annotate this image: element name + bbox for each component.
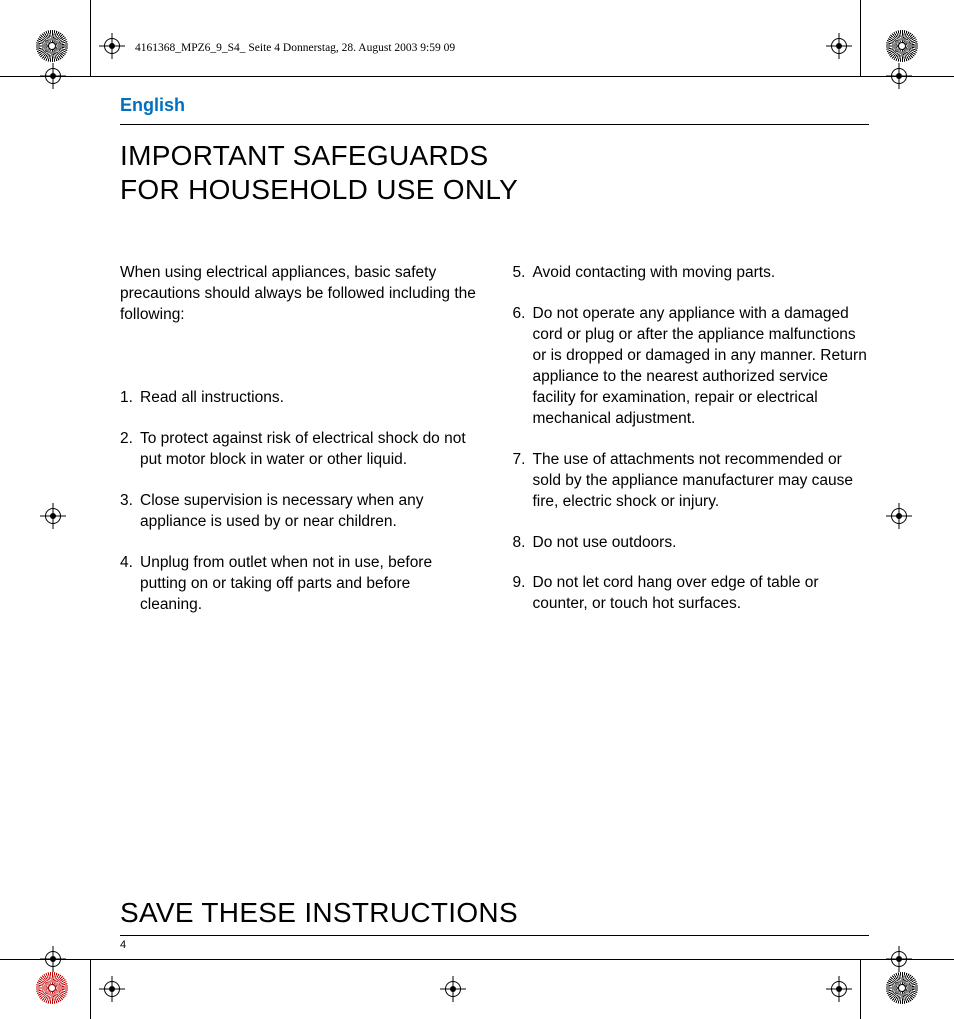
list-item: 9.Do not let cord hang over edge of tabl…: [513, 573, 870, 615]
crop-line-top: [0, 76, 954, 77]
list-item: 6.Do not operate any appliance with a da…: [513, 304, 870, 430]
item-number: 1.: [120, 388, 140, 409]
body-columns: When using electrical appliances, basic …: [120, 263, 869, 635]
item-text: Do not operate any appliance with a dama…: [533, 304, 870, 430]
list-item: 4.Unplug from outlet when not in use, be…: [120, 553, 477, 616]
crop-line-right: [860, 0, 861, 76]
rule-under-save: [120, 935, 869, 936]
regmark-bottom-right: [826, 976, 852, 1002]
printer-burst-top-right: [886, 30, 918, 62]
item-text: Unplug from outlet when not in use, befo…: [140, 553, 477, 616]
item-text: Do not let cord hang over edge of table …: [533, 573, 870, 615]
item-text: The use of attachments not recom­mended …: [533, 450, 870, 513]
regmark-bottom-left: [99, 976, 125, 1002]
page-title: IMPORTANT SAFEGUARDS FOR HOUSEHOLD USE O…: [120, 139, 869, 207]
regmark-top-left: [99, 33, 125, 59]
printer-burst-top-left: [36, 30, 68, 62]
crop-line-left2: [90, 959, 91, 1019]
save-title: SAVE THESE INSTRUCTIONS: [120, 897, 869, 935]
item-text: Do not use outdoors.: [533, 533, 870, 554]
regmark-right-bot: [886, 946, 912, 972]
regmark-left-bot: [40, 946, 66, 972]
item-number: 2.: [120, 429, 140, 471]
regmark-right-top: [886, 63, 912, 89]
list-item: 1.Read all instructions.: [120, 388, 477, 409]
rule-under-language: [120, 124, 869, 125]
item-number: 9.: [513, 573, 533, 615]
item-number: 8.: [513, 533, 533, 554]
item-text: Avoid contacting with moving parts.: [533, 263, 870, 284]
crop-line-bottom: [0, 959, 954, 960]
regmark-bottom-mid: [440, 976, 466, 1002]
language-label: English: [120, 95, 869, 120]
save-block: SAVE THESE INSTRUCTIONS 4: [120, 897, 869, 951]
item-text: Close supervision is necessary when any …: [140, 491, 477, 533]
item-text: Read all instructions.: [140, 388, 477, 409]
item-number: 3.: [120, 491, 140, 533]
column-left: When using electrical appliances, basic …: [120, 263, 477, 635]
regmark-left-mid: [40, 503, 66, 529]
column-right: 5.Avoid contacting with moving parts. 6.…: [513, 263, 870, 635]
crop-line-left: [90, 0, 91, 76]
regmark-top-right: [826, 33, 852, 59]
printer-burst-bottom-left: [36, 972, 68, 1004]
title-line-1: IMPORTANT SAFEGUARDS: [120, 140, 489, 171]
item-number: 5.: [513, 263, 533, 284]
page-content: English IMPORTANT SAFEGUARDS FOR HOUSEHO…: [120, 95, 869, 951]
item-text: To protect against risk of electrical sh…: [140, 429, 477, 471]
list-item: 2.To protect against risk of electrical …: [120, 429, 477, 471]
item-number: 6.: [513, 304, 533, 430]
list-item: 7.The use of attachments not recom­mende…: [513, 450, 870, 513]
list-item: 8.Do not use outdoors.: [513, 533, 870, 554]
crop-line-right2: [860, 959, 861, 1019]
printer-burst-bottom-right: [886, 972, 918, 1004]
intro-paragraph: When using electrical appliances, basic …: [120, 263, 477, 326]
regmark-right-mid: [886, 503, 912, 529]
title-line-2: FOR HOUSEHOLD USE ONLY: [120, 174, 518, 205]
printer-header-text: 4161368_MPZ6_9_S4_ Seite 4 Donnerstag, 2…: [135, 42, 455, 54]
page-number: 4: [120, 939, 869, 951]
item-number: 4.: [120, 553, 140, 616]
regmark-left-top: [40, 63, 66, 89]
list-item: 3.Close supervision is necessary when an…: [120, 491, 477, 533]
item-number: 7.: [513, 450, 533, 513]
list-item: 5.Avoid contacting with moving parts.: [513, 263, 870, 284]
